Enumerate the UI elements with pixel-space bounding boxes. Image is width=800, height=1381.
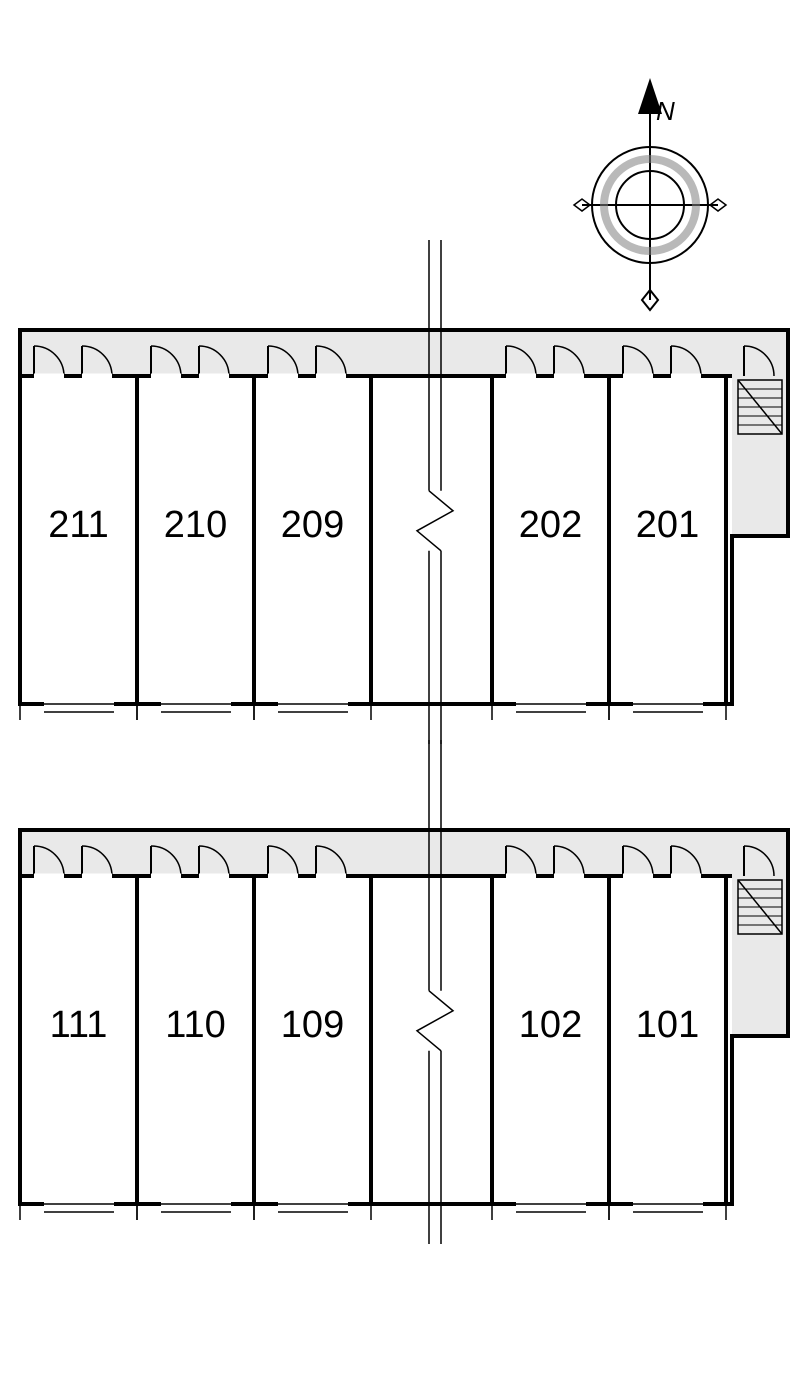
unit-label-209: 209: [281, 504, 344, 546]
unit-label-210: 210: [164, 504, 227, 546]
compass-n-label: N: [656, 96, 675, 126]
unit-label-202: 202: [519, 504, 582, 546]
unit-label-211: 211: [48, 504, 109, 546]
unit-label-111: 111: [50, 1004, 108, 1046]
unit-label-109: 109: [281, 1004, 344, 1046]
unit-label-201: 201: [636, 504, 699, 546]
unit-label-101: 101: [636, 1004, 699, 1046]
floor-plan-svg: N2112102092022012F1111101091021011F: [0, 0, 800, 1381]
unit-label-110: 110: [165, 1004, 226, 1046]
unit-label-102: 102: [519, 1004, 582, 1046]
canvas-bg: [0, 0, 800, 1381]
